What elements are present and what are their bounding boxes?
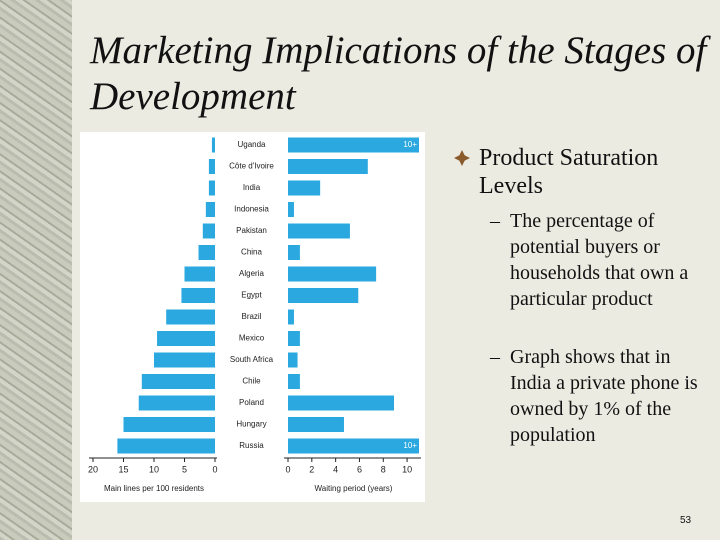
category-label: Algeria — [239, 269, 264, 278]
category-label: Russia — [239, 441, 264, 450]
sub-bullet: – The percentage of potential buyers or h… — [490, 210, 689, 310]
category-label: China — [241, 248, 262, 257]
category-label: Mexico — [239, 334, 265, 343]
bar — [288, 159, 368, 174]
bar — [288, 223, 350, 239]
x-tick-label: 5 — [182, 464, 187, 474]
bar — [141, 374, 215, 389]
page-number: 53 — [680, 515, 692, 526]
bar — [181, 288, 215, 303]
bar — [288, 395, 394, 411]
sub-bullet: – Graph shows that in India a private pho… — [490, 346, 698, 446]
bar — [288, 202, 294, 217]
bar — [288, 438, 419, 454]
bar — [288, 245, 300, 260]
bar — [288, 331, 300, 346]
x-tick-label: 2 — [309, 464, 314, 474]
x-tick-label: 10 — [402, 464, 412, 474]
x-tick-label: 15 — [118, 464, 128, 474]
bar — [166, 309, 215, 325]
bar — [288, 266, 377, 282]
bar — [288, 137, 419, 153]
category-label: Uganda — [237, 140, 266, 149]
axis-title: Waiting period (years) — [315, 484, 393, 493]
bar — [138, 395, 215, 411]
value-label: 10+ — [403, 441, 417, 450]
x-tick-label: 0 — [212, 464, 217, 474]
bar — [157, 331, 215, 346]
bar — [211, 137, 215, 153]
x-tick-label: 4 — [333, 464, 338, 474]
x-tick-label: 10 — [149, 464, 159, 474]
x-tick-label: 20 — [88, 464, 98, 474]
x-tick-label: 8 — [381, 464, 386, 474]
category-label: Côte d'Ivoire — [229, 162, 274, 171]
bar — [202, 223, 215, 239]
bar — [123, 417, 215, 432]
sub-bullet-text: The percentage of potential buyers or ho… — [510, 210, 689, 310]
bar — [208, 159, 215, 174]
bar — [198, 245, 215, 260]
category-label: Egypt — [241, 291, 262, 300]
bar — [117, 438, 215, 454]
bar — [288, 180, 321, 196]
value-label: 10+ — [403, 140, 417, 149]
bar — [288, 352, 298, 368]
sub-bullet-text: Graph shows that in India a private phon… — [510, 346, 698, 446]
bar — [205, 202, 215, 217]
bar — [184, 266, 215, 282]
x-tick-label: 0 — [285, 464, 290, 474]
category-label: Brazil — [241, 312, 261, 321]
category-label: South Africa — [230, 355, 274, 364]
category-label: Indonesia — [234, 205, 269, 214]
category-label: Pakistan — [236, 226, 267, 235]
bar — [208, 180, 215, 196]
bullet-icon — [454, 150, 470, 166]
category-label: Hungary — [236, 420, 266, 429]
decorative-border — [0, 0, 72, 540]
category-label: India — [243, 183, 261, 192]
x-tick-label: 6 — [357, 464, 362, 474]
bullet: Product Saturation Levels — [479, 145, 659, 199]
bar — [288, 288, 359, 303]
bar — [288, 417, 344, 432]
slide-title: Marketing Implications of the Stages of … — [90, 29, 707, 118]
category-label: Chile — [242, 377, 261, 386]
bar — [288, 309, 294, 325]
axis-title: Main lines per 100 residents — [104, 484, 204, 493]
bar — [154, 352, 215, 368]
bar — [288, 374, 300, 389]
category-label: Poland — [239, 398, 264, 407]
